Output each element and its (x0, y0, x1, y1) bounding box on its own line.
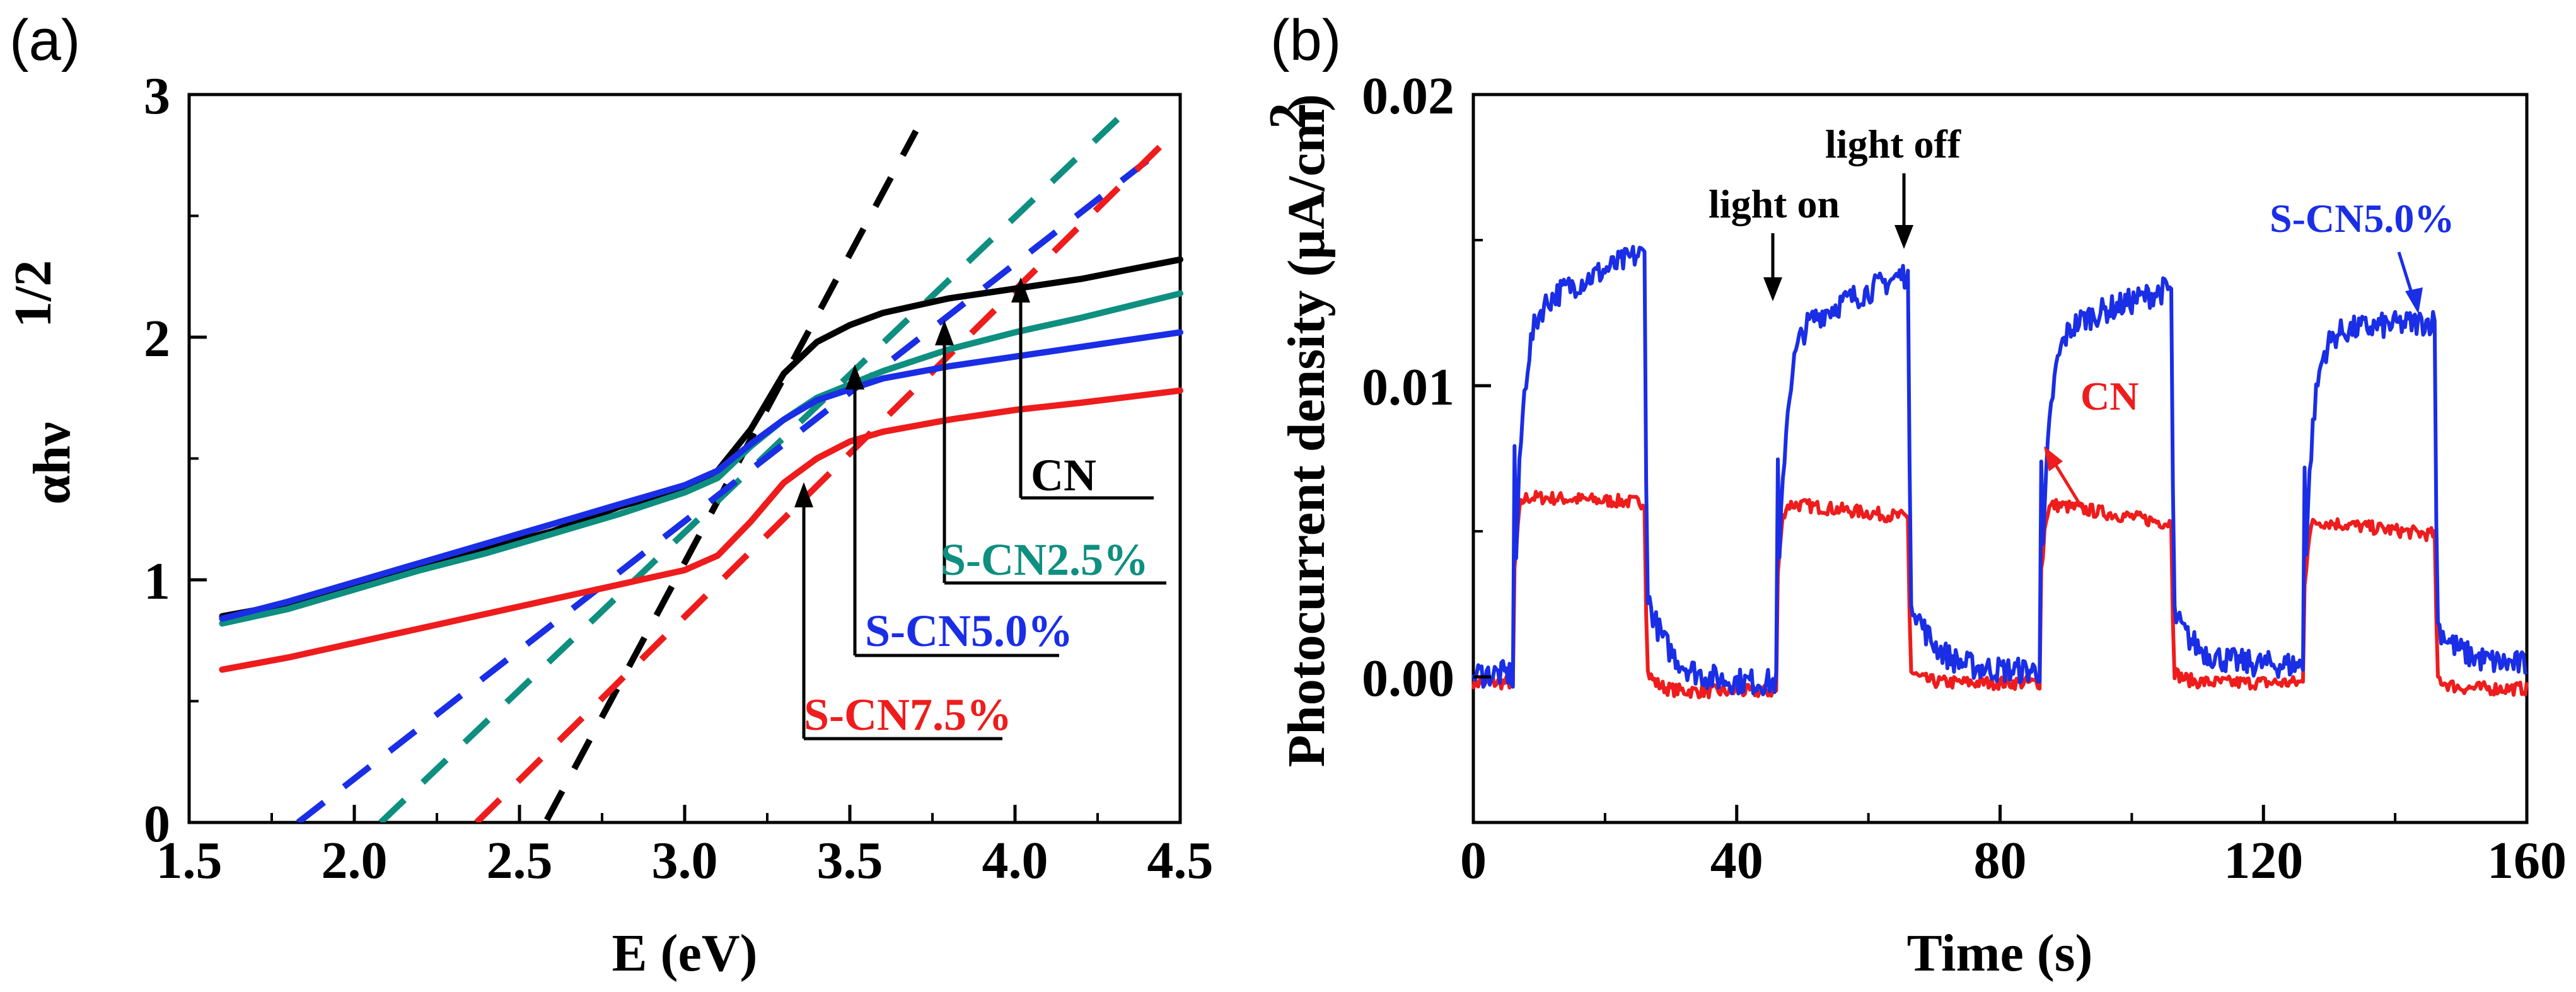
panel-a-chart: (a) 1.5 2.0 2.5 3.0 3.5 4.0 4.5 0 1 2 3 E (eV) αhν… (4, 8, 1214, 983)
x-tick-label: 80 (1974, 831, 2027, 890)
panel-a-series-group (219, 104, 1183, 822)
panel-a-annotation-scn75: S-CN7.5% (804, 689, 1012, 740)
panel-a-annotation-arrows (794, 277, 1030, 739)
y-tick-label: 1 (144, 552, 170, 611)
y-tick-label: 0.02 (1362, 67, 1454, 125)
x-tick-label: 2.0 (322, 831, 388, 890)
series-line-cn (1471, 490, 2529, 700)
x-tick-label: 120 (2224, 831, 2303, 890)
panel-b-ticks: 0 40 80 120 160 0.00 0.01 0.02 (1362, 67, 2567, 890)
panel-b-annotation-light-on: light on (1709, 182, 1840, 226)
panel-b-annotation-scn50: S-CN5.0% (2270, 196, 2454, 241)
panel-a-y-axis-title-main: αhν (23, 422, 81, 504)
x-tick-label: 40 (1710, 831, 1763, 890)
x-tick-label: 0 (1460, 831, 1487, 890)
y-tick-label: 0 (144, 795, 170, 853)
panel-b-label: (b) (1270, 8, 1341, 72)
panel-b-y-axis-title-exponent: 2 (1258, 103, 1317, 129)
panel-a-label: (a) (9, 8, 80, 72)
panel-b-chart: (b) 0 40 80 120 160 0.00 0.01 0.02 Time (s) Pho… (1258, 8, 2567, 983)
panel-b-annotation-arrows (1763, 173, 2423, 512)
panel-a-y-axis-title-exponent: 1/2 (4, 260, 62, 328)
panel-a-annotation-scn50: S-CN5.0% (865, 606, 1073, 656)
x-tick-label: 2.5 (487, 831, 553, 890)
panel-a-annotation-scn25: S-CN2.5% (941, 534, 1149, 585)
series-line-s-cn7-5 (219, 387, 1183, 673)
svg-text:Photocurrent density (μA/cm: Photocurrent density (μA/cm (1277, 109, 1336, 768)
panel-b-y-axis-title-close: ) (1277, 94, 1336, 112)
panel-a-x-axis-title: E (eV) (612, 924, 758, 983)
panel-b-y-axis-title-main: Photocurrent density (μA/cm (1277, 109, 1336, 768)
x-tick-label: 3.5 (817, 831, 883, 890)
y-tick-label: 0.01 (1362, 358, 1454, 417)
y-tick-label: 0.00 (1362, 649, 1454, 708)
series-line-s-cn2-5 (219, 290, 1183, 627)
panel-b-annotation-light-off: light off (1825, 122, 1961, 166)
panel-a-ticks: 1.5 2.0 2.5 3.0 3.5 4.0 4.5 0 1 2 3 (144, 67, 1214, 890)
x-tick-label: 3.0 (652, 831, 718, 890)
x-tick-label: 4.0 (982, 831, 1048, 890)
series-line-s-cn5-0 (219, 329, 1183, 622)
series-line-s-cn5-0 (1471, 245, 2528, 696)
svg-text:αhν: αhν (23, 422, 81, 504)
panel-b-annotation-cn: CN (2080, 374, 2138, 418)
panel-b-x-axis-title: Time (s) (1907, 924, 2093, 983)
y-tick-label: 2 (144, 309, 170, 368)
x-tick-label: 1.5 (156, 831, 223, 890)
tangent-line-s-cn7-5 (474, 141, 1166, 822)
x-tick-label: 4.5 (1147, 831, 1214, 890)
y-tick-label: 3 (144, 67, 170, 125)
tangent-line-s-cn5-0 (296, 145, 1166, 822)
panel-a-y-axis-title: αhν 1/2 (4, 260, 81, 505)
panel-a-annotation-lines (804, 496, 1166, 741)
panel-a-annotation-cn: CN (1031, 450, 1096, 500)
panel-b-y-axis-title: Photocurrent density (μA/cm 2 ) (1258, 94, 1336, 767)
panel-b-series-group (1471, 245, 2529, 700)
x-tick-label: 160 (2487, 831, 2567, 890)
